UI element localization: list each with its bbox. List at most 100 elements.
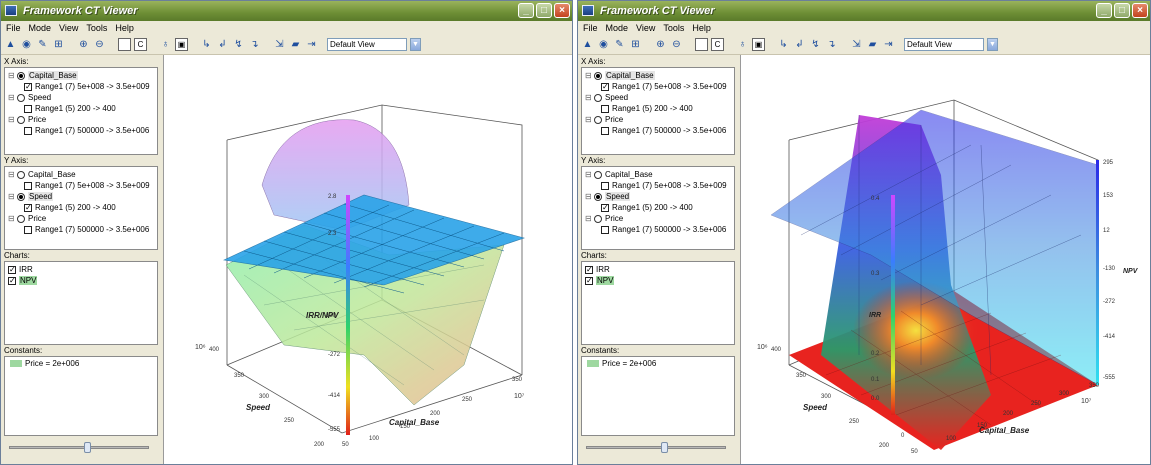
- triangle-icon[interactable]: ▲: [5, 39, 16, 50]
- y-range-checkbox-speed[interactable]: ✓: [601, 202, 609, 212]
- export-icon[interactable]: ⇥: [884, 39, 893, 50]
- chart-irr[interactable]: IRR: [596, 265, 610, 274]
- minimize-button[interactable]: _: [1096, 3, 1112, 18]
- x-var-speed[interactable]: Speed: [28, 93, 52, 102]
- menu-mode[interactable]: Mode: [28, 23, 52, 33]
- zoom-in-icon[interactable]: ⊕: [656, 39, 665, 50]
- y-radio-price[interactable]: [594, 214, 602, 223]
- copy-icon[interactable]: C: [711, 38, 724, 51]
- x-var-capital-base[interactable]: Capital_Base: [28, 71, 78, 80]
- menu-tools[interactable]: Tools: [86, 23, 108, 33]
- axis-y-icon[interactable]: ↲: [218, 39, 227, 50]
- x-var-speed[interactable]: Speed: [605, 93, 629, 102]
- x-range-checkbox-price[interactable]: [601, 126, 609, 135]
- y-radio-price[interactable]: [17, 214, 25, 223]
- x-var-price[interactable]: Price: [28, 115, 47, 124]
- grid-icon[interactable]: ⊞: [54, 39, 63, 50]
- y-range-checkbox-capital-base[interactable]: [601, 181, 609, 190]
- light-icon[interactable]: ♁: [161, 39, 170, 50]
- light-icon[interactable]: ♁: [738, 39, 747, 50]
- y-radio-speed[interactable]: [594, 192, 602, 201]
- plot-area[interactable]: 2.8 2.3 IRR/NPV -130 -272 -414 -555 10⁶ …: [163, 55, 572, 464]
- x-radio-price[interactable]: [594, 115, 602, 124]
- x-radio-speed[interactable]: [594, 93, 602, 102]
- menu-file[interactable]: File: [6, 23, 21, 33]
- export-icon[interactable]: ⇥: [307, 39, 316, 50]
- chart-checkbox-irr[interactable]: ✓: [8, 264, 16, 274]
- pencil-icon[interactable]: ✎: [615, 39, 624, 50]
- slider-thumb[interactable]: [661, 442, 668, 453]
- y-radio-speed[interactable]: [17, 192, 25, 201]
- title-bar[interactable]: Framework CT Viewer _ □ ×: [1, 1, 572, 21]
- fit-icon[interactable]: ▣: [175, 38, 188, 51]
- y-var-speed[interactable]: Speed: [605, 192, 631, 201]
- x-radio-price[interactable]: [17, 115, 25, 124]
- x-range-checkbox-capital-base[interactable]: ✓: [24, 81, 32, 91]
- axis-reset-icon[interactable]: ↴: [827, 39, 836, 50]
- close-button[interactable]: ×: [554, 3, 570, 18]
- menu-view[interactable]: View: [59, 23, 79, 33]
- chart-irr[interactable]: IRR: [19, 265, 33, 274]
- y-var-price[interactable]: Price: [605, 214, 624, 223]
- x-radio-capital-base[interactable]: [594, 71, 602, 80]
- chart-npv[interactable]: NPV: [596, 276, 615, 285]
- maximize-button[interactable]: □: [1114, 3, 1130, 18]
- minimize-button[interactable]: _: [518, 3, 534, 18]
- pencil-icon[interactable]: ✎: [38, 39, 47, 50]
- triangle-icon[interactable]: ▲: [582, 39, 593, 50]
- y-range-checkbox-price[interactable]: [601, 225, 609, 234]
- menu-help[interactable]: Help: [692, 23, 711, 33]
- slider-thumb[interactable]: [84, 442, 91, 453]
- x-var-price[interactable]: Price: [605, 115, 624, 124]
- x-var-capital-base[interactable]: Capital_Base: [605, 71, 655, 80]
- zoom-in-icon[interactable]: ⊕: [79, 39, 88, 50]
- y-range-checkbox-price[interactable]: [24, 225, 32, 234]
- fit-icon[interactable]: ▣: [752, 38, 765, 51]
- y-radio-capital-base[interactable]: [17, 170, 25, 179]
- axis-y-icon[interactable]: ↲: [795, 39, 804, 50]
- chart-npv[interactable]: NPV: [19, 276, 38, 285]
- x-radio-capital-base[interactable]: [17, 71, 25, 80]
- axis-x-icon[interactable]: ↳: [779, 39, 788, 50]
- y-radio-capital-base[interactable]: [594, 170, 602, 179]
- constant-price[interactable]: Price = 2e+006: [602, 359, 657, 368]
- slider-track[interactable]: [9, 442, 149, 453]
- eye-icon[interactable]: ◉: [22, 39, 31, 50]
- menu-mode[interactable]: Mode: [605, 23, 629, 33]
- y-var-capital-base[interactable]: Capital_Base: [28, 170, 76, 179]
- frame-icon[interactable]: [695, 38, 708, 51]
- menu-file[interactable]: File: [583, 23, 598, 33]
- menu-help[interactable]: Help: [115, 23, 134, 33]
- maximize-button[interactable]: □: [536, 3, 552, 18]
- slider-track[interactable]: [586, 442, 726, 453]
- axis-z-icon[interactable]: ↯: [811, 39, 820, 50]
- x-range-checkbox-speed[interactable]: [601, 104, 609, 113]
- grid-icon[interactable]: ⊞: [631, 39, 640, 50]
- view-select-dropdown-icon[interactable]: ▼: [410, 38, 421, 51]
- view-select[interactable]: Default View: [327, 38, 407, 51]
- open-icon[interactable]: ▰: [291, 39, 300, 50]
- view-select[interactable]: Default View: [904, 38, 984, 51]
- open-icon[interactable]: ▰: [868, 39, 877, 50]
- y-var-speed[interactable]: Speed: [28, 192, 54, 201]
- y-var-price[interactable]: Price: [28, 214, 47, 223]
- view-select-dropdown-icon[interactable]: ▼: [987, 38, 998, 51]
- x-range-checkbox-capital-base[interactable]: ✓: [601, 81, 609, 91]
- chart-checkbox-npv[interactable]: ✓: [8, 275, 16, 285]
- axis-x-icon[interactable]: ↳: [202, 39, 211, 50]
- chart-checkbox-npv[interactable]: ✓: [585, 275, 593, 285]
- zoom-out-icon[interactable]: ⊖: [672, 39, 681, 50]
- title-bar[interactable]: Framework CT Viewer _ □ ×: [578, 1, 1150, 21]
- close-button[interactable]: ×: [1132, 3, 1148, 18]
- y-var-capital-base[interactable]: Capital_Base: [605, 170, 653, 179]
- eye-icon[interactable]: ◉: [599, 39, 608, 50]
- menu-view[interactable]: View: [636, 23, 656, 33]
- y-range-checkbox-speed[interactable]: ✓: [24, 202, 32, 212]
- y-range-checkbox-capital-base[interactable]: [24, 181, 32, 190]
- frame-icon[interactable]: [118, 38, 131, 51]
- x-range-checkbox-speed[interactable]: [24, 104, 32, 113]
- axis-reset-icon[interactable]: ↴: [250, 39, 259, 50]
- x-radio-speed[interactable]: [17, 93, 25, 102]
- save-icon[interactable]: ⇲: [852, 39, 861, 50]
- x-range-checkbox-price[interactable]: [24, 126, 32, 135]
